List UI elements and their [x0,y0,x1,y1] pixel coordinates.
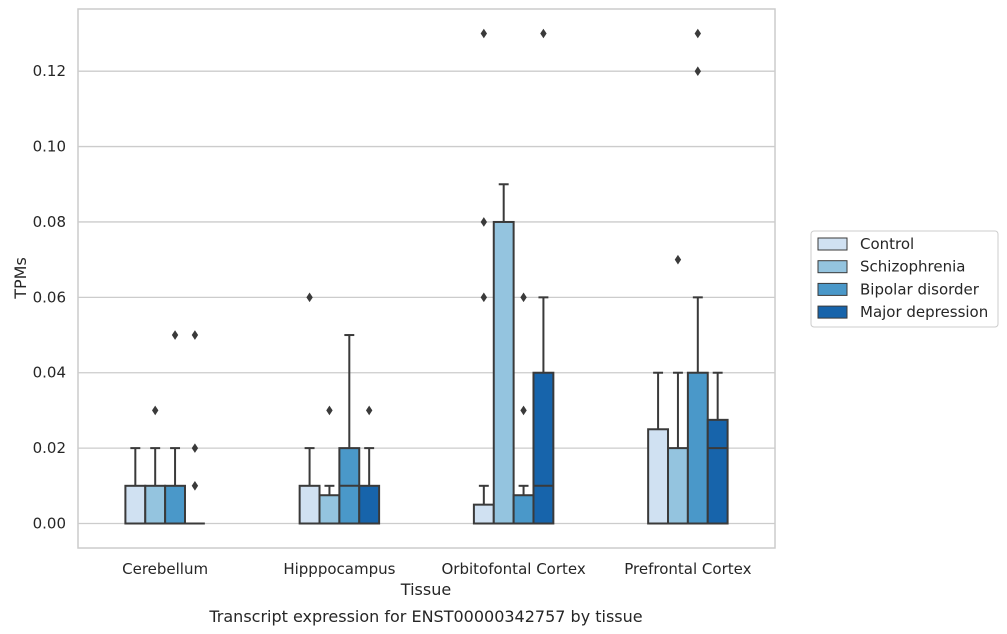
outlier-point [171,330,179,340]
outlier-point [694,66,702,76]
box-major-depression [532,28,555,525]
y-tick-label: 0.04 [33,364,66,382]
boxes-layer [124,28,729,525]
y-tick-label: 0.08 [33,213,66,231]
legend-swatch [817,305,848,319]
box-iqr [492,220,515,525]
x-tick-label: Hipppocampus [283,560,395,578]
box-schizophrenia [492,183,515,525]
box-control [298,292,321,525]
y-tick-label: 0.02 [33,439,66,457]
box-schizophrenia [318,405,341,525]
plot-frame [77,8,776,549]
outlier-point [191,443,199,453]
box-iqr [124,484,147,525]
x-axis-title: Tissue [400,580,451,599]
box-bipolar-disorder [686,28,709,525]
box-control [647,371,670,525]
outlier-point [480,28,488,39]
box-major-depression [184,330,205,525]
box-bipolar-disorder [164,330,186,525]
box-major-depression [358,405,381,525]
y-axis-title: TPMs [11,257,30,300]
legend-label: Schizophrenia [860,258,965,276]
box-iqr [472,503,495,525]
box-control [472,28,495,525]
box-iqr [686,371,709,525]
box-schizophrenia [667,254,689,525]
box-major-depression [706,371,729,525]
box-iqr [358,484,381,525]
x-tick-label: Orbitofontal Cortex [442,560,586,578]
y-tick-label: 0.10 [33,138,66,156]
x-tick-label: Cerebellum [122,560,208,578]
legend-frame [810,230,999,328]
x-tick-labels: Cerebellum Hipppocampus Orbitofontal Corte… [122,560,751,578]
outlier-point [694,28,702,39]
outlier-point [674,254,682,265]
outlier-point [480,292,488,303]
outlier-point [191,330,199,340]
legend-swatch [817,282,848,296]
legend-label: Control [860,235,914,253]
outlier-point [480,217,488,227]
box-iqr [512,494,535,525]
y-tick-label: 0.00 [33,515,66,533]
legend-swatch [817,237,848,251]
box-iqr [164,484,186,525]
y-tick-label: 0.12 [33,62,66,80]
legend-swatch [817,260,848,274]
outlier-point [326,405,333,416]
box-iqr [706,418,729,525]
outlier-point [306,292,313,303]
outlier-point [191,481,199,491]
legend-items: Control Schizophrenia Bipolar disorder Majo… [817,235,988,321]
box-iqr [647,428,670,525]
plot-area: 0.00 0.02 0.04 0.06 0.08 0.10 0.12 Cerebellum H… [33,8,776,578]
y-tick-labels: 0.00 0.02 0.04 0.06 0.08 0.10 0.12 [33,62,66,532]
box-iqr [318,494,341,525]
x-tick-label: Prefrontal Cortex [624,560,751,578]
legend-label: Bipolar disorder [860,280,980,298]
box-bipolar-disorder [512,292,535,525]
outlier-point [520,292,527,303]
box-iqr [667,447,689,525]
box-bipolar-disorder [338,334,361,525]
box-iqr [298,484,321,525]
box-iqr [532,371,555,525]
outlier-point [151,405,159,416]
box-iqr [144,484,167,525]
legend-label: Major depression [860,303,988,321]
y-tick-label: 0.06 [33,288,66,306]
figure-caption: Transcript expression for ENST0000034275… [208,607,642,626]
legend: Control Schizophrenia Bipolar disorder Majo… [810,230,999,328]
outlier-point [365,405,373,416]
box-schizophrenia [144,405,167,525]
box-control [124,447,147,525]
outlier-point [540,28,547,39]
outlier-point [520,405,527,416]
